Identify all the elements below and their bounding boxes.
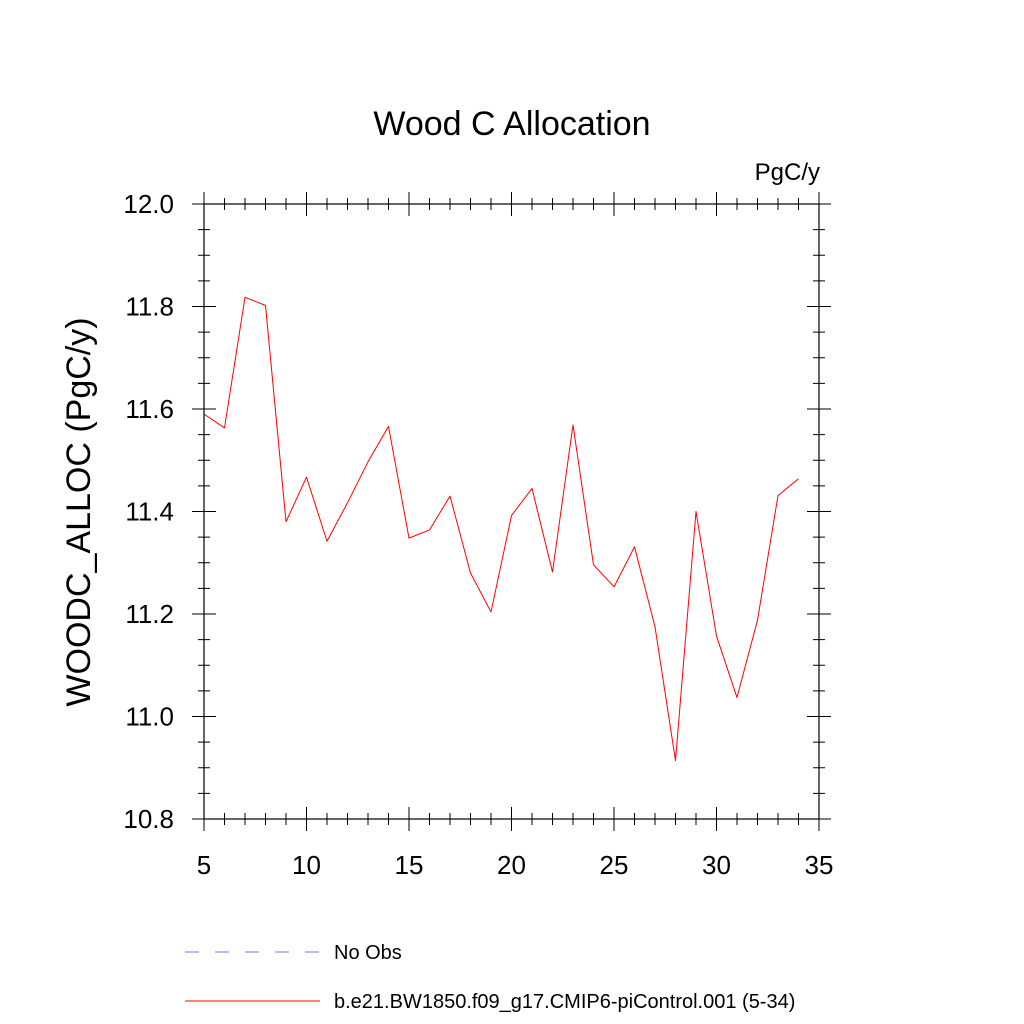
axis-tick-labels: 5 10 15 20 25 30 35 10.8 11.0 11.2 11.4 11.6 11.8 12.…: [123, 189, 833, 880]
x-tick-label: 30: [702, 850, 731, 880]
x-tick-label: 20: [497, 850, 526, 880]
y-tick-label: 10.8: [123, 804, 174, 834]
y-axis-label: WOODC_ALLOC (PgC/y): [60, 317, 98, 706]
chart-title: Wood C Allocation: [373, 105, 650, 143]
x-tick-label: 15: [395, 850, 424, 880]
y-tick-label: 11.2: [125, 599, 174, 629]
series-layer: [203, 296, 799, 762]
units-label: PgC/y: [755, 159, 820, 186]
x-tick-label: 10: [292, 850, 321, 880]
y-tick-label: 11.6: [125, 394, 174, 424]
y-tick-label: 12.0: [123, 189, 174, 219]
y-tick-label: 11.4: [125, 497, 174, 527]
x-tick-label: 35: [805, 850, 834, 880]
series-line-picontrol: [203, 296, 799, 762]
legend: No Obs b.e21.BW1850.f09_g17.CMIP6-piCont…: [185, 942, 795, 1013]
legend-label-picontrol: b.e21.BW1850.f09_g17.CMIP6-piControl.001…: [334, 991, 795, 1013]
x-tick-label: 5: [197, 850, 211, 880]
plot-frame: [203, 203, 820, 820]
y-tick-label: 11.8: [125, 292, 174, 322]
legend-label-no-obs: No Obs: [334, 942, 402, 964]
x-tick-label: 25: [600, 850, 629, 880]
axis-ticks: [192, 192, 831, 831]
y-tick-label: 11.0: [125, 702, 174, 732]
